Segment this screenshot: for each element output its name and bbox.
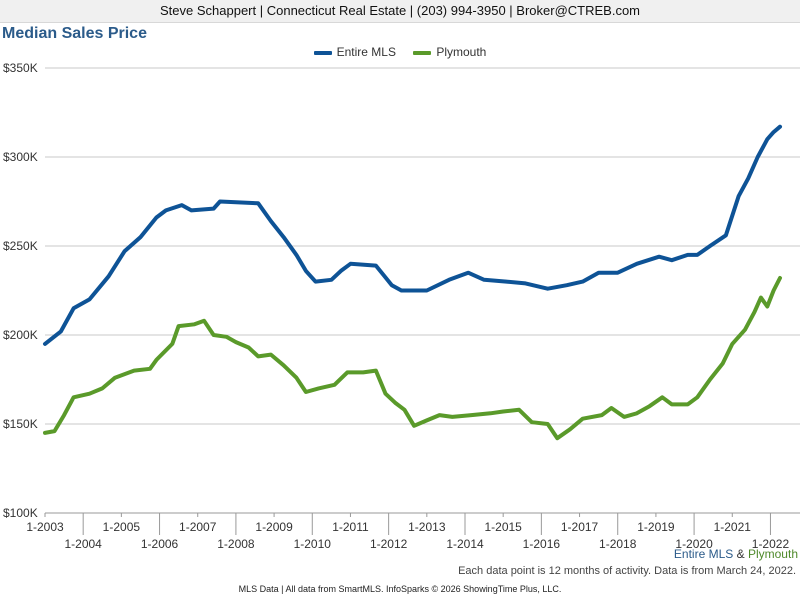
y-tick-label-2: $200K bbox=[3, 328, 38, 342]
x-tick-label-upper-3: 1-2009 bbox=[255, 520, 293, 534]
x-tick-label-upper-2: 1-2007 bbox=[179, 520, 217, 534]
x-tick-label-lower-4: 1-2012 bbox=[370, 537, 408, 551]
x-tick-label-upper-6: 1-2015 bbox=[484, 520, 522, 534]
y-tick-label-1: $150K bbox=[3, 417, 38, 431]
x-tick-label-upper-0: 1-2003 bbox=[26, 520, 64, 534]
y-tick-label-4: $300K bbox=[3, 150, 38, 164]
x-tick-label-upper-4: 1-2011 bbox=[332, 520, 369, 534]
data-note: Each data point is 12 months of activity… bbox=[458, 565, 796, 577]
x-tick-label-lower-8: 1-2020 bbox=[675, 537, 713, 551]
y-tick-label-5: $350K bbox=[3, 61, 38, 75]
x-tick-label-lower-3: 1-2010 bbox=[294, 537, 332, 551]
x-tick-label-lower-6: 1-2016 bbox=[523, 537, 561, 551]
x-tick-label-lower-5: 1-2014 bbox=[446, 537, 484, 551]
series-line-entire-mls bbox=[43, 124, 782, 346]
x-tick-label-upper-8: 1-2019 bbox=[637, 520, 675, 534]
legend-label-entire-mls: Entire MLS bbox=[336, 45, 396, 59]
series-line-plymouth bbox=[43, 276, 782, 441]
corner-label-joiner: & bbox=[736, 547, 745, 561]
chart-legend: Entire MLS Plymouth bbox=[0, 45, 800, 59]
legend-entry-entire-mls[interactable]: Entire MLS bbox=[313, 45, 396, 59]
corner-label-plymouth: Plymouth bbox=[747, 547, 798, 561]
x-tick-label-lower-7: 1-2018 bbox=[599, 537, 637, 551]
x-tick-label-upper-7: 1-2017 bbox=[561, 520, 599, 534]
corner-label-entire-mls: Entire MLS bbox=[673, 547, 734, 561]
y-tick-label-0: $100K bbox=[3, 506, 38, 520]
footer-credits: MLS Data | All data from SmartMLS. InfoS… bbox=[238, 584, 562, 594]
legend-swatch-plymouth bbox=[413, 50, 432, 55]
legend-entry-plymouth[interactable]: Plymouth bbox=[413, 45, 486, 59]
x-tick-label-lower-2: 1-2008 bbox=[217, 537, 255, 551]
contact-header: Steve Schappert | Connecticut Real Estat… bbox=[0, 0, 800, 23]
x-tick-label-lower-0: 1-2004 bbox=[64, 537, 102, 551]
y-tick-label-3: $250K bbox=[3, 239, 38, 253]
x-tick-label-upper-9: 1-2021 bbox=[714, 520, 752, 534]
legend-swatch-entire-mls bbox=[313, 50, 332, 55]
x-tick-label-lower-1: 1-2006 bbox=[141, 537, 179, 551]
series-corner-label: Entire MLS & Plymouth bbox=[674, 547, 798, 561]
legend-label-plymouth: Plymouth bbox=[436, 45, 487, 59]
x-tick-label-lower-9: 1-2022 bbox=[752, 537, 790, 551]
x-tick-label-upper-5: 1-2013 bbox=[408, 520, 446, 534]
chart-title: Median Sales Price bbox=[2, 25, 147, 42]
x-tick-label-upper-1: 1-2005 bbox=[103, 520, 141, 534]
